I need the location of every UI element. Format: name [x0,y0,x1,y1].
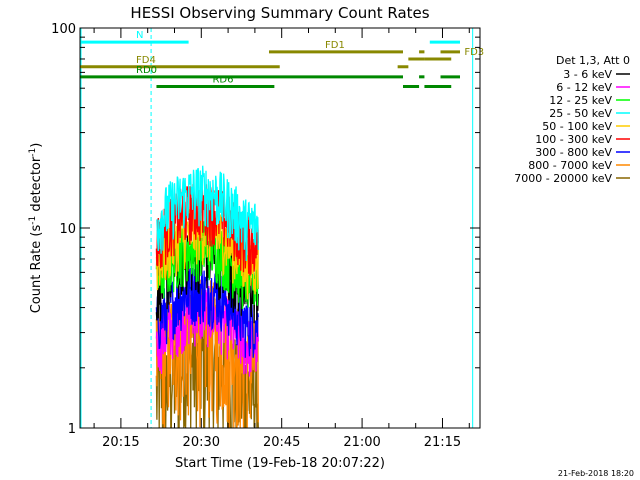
x-tick-label: 20:30 [183,435,220,450]
legend-label-2: 12 - 25 keV [549,94,612,107]
plot-area [80,28,474,428]
y-tick-label: 10 [59,222,76,237]
legend-header: Det 1,3, Att 0 [556,54,630,67]
y-axis-label-sup1: -1 [28,216,38,225]
y-tick-label: 100 [51,22,76,37]
footer-timestamp: 21-Feb-2018 18:20 [558,469,634,478]
y-tick-label: 1 [68,422,76,437]
flag-label-n: N [136,30,143,41]
legend-label-5: 100 - 300 keV [535,133,612,146]
chart-title: HESSI Observing Summary Count Rates [130,4,429,22]
flag-label-rd0: RD0 [136,65,157,76]
series-trace-3 [155,165,259,262]
plot-frame [79,27,481,429]
legend-label-0: 3 - 6 keV [563,68,612,81]
legend-label-6: 300 - 800 keV [535,146,612,159]
x-tick-label: 20:45 [263,435,300,450]
axes: 1 10 100 20:15 20:30 20:45 21:00 21:15 [51,22,481,450]
y-axis-label-mid: detector [29,156,44,216]
x-tick-label: 21:15 [424,435,461,450]
y-axis-label: Count Rate (s-1 detector-1) [28,143,44,314]
legend-label-3: 25 - 50 keV [549,107,612,120]
legend-label-1: 6 - 12 keV [556,81,612,94]
x-tick-label: 21:00 [343,435,380,450]
flag-label-fd1: FD1 [325,40,345,51]
plot-clip-group [80,28,474,428]
legend-label-4: 50 - 100 keV [542,120,612,133]
legend-label-7: 800 - 7000 keV [528,159,612,172]
flag-label-fd4: FD4 [136,55,156,66]
y-axis-label-end: ) [29,143,44,148]
x-axis-label: Start Time (19-Feb-18 20:07:22) [175,456,385,471]
x-tick-label: 20:15 [102,435,139,450]
legend-label-8: 7000 - 20000 keV [514,172,612,185]
flag-label-rd6: RD6 [212,74,233,85]
flag-label-fd3: FD3 [464,47,484,58]
y-axis-label-main: Count Rate (s [29,225,44,314]
y-axis-label-sup2: -1 [28,148,38,157]
